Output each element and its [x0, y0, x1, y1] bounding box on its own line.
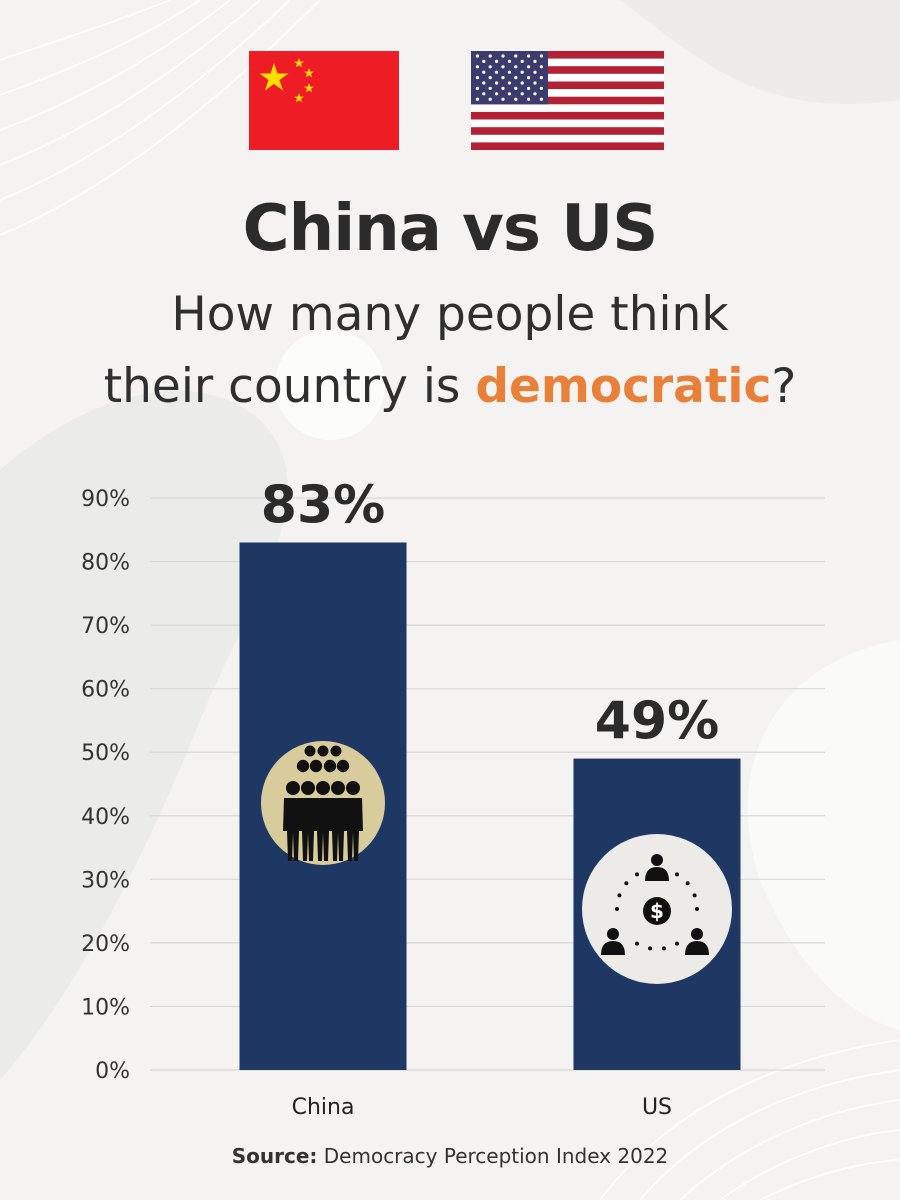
y-tick-label: 20%: [81, 932, 130, 957]
y-tick-label: 50%: [81, 741, 130, 766]
page-title: China vs US: [242, 192, 659, 266]
svg-text:$: $: [650, 899, 664, 923]
subtitle-line-2: their country is democratic?: [0, 357, 900, 417]
y-tick-label: 0%: [95, 1059, 130, 1084]
subtitle-suffix: ?: [771, 359, 797, 414]
y-tick-label: 40%: [81, 805, 130, 830]
subtitle-prefix: their country is: [103, 359, 476, 414]
china-flag-icon: [249, 51, 399, 150]
subtitle-line-1: How many people think: [171, 287, 729, 342]
value-label: 49%: [595, 692, 719, 752]
y-tick-label: 30%: [81, 868, 130, 893]
source-label: Source:: [231, 1144, 318, 1168]
y-tick-label: 70%: [81, 614, 130, 639]
crowd-icon: [261, 741, 385, 865]
subtitle-highlight: democratic: [475, 359, 772, 414]
y-tick-label: 80%: [81, 551, 130, 576]
y-tick-label: 90%: [81, 487, 130, 512]
money-network-icon: $: [582, 834, 732, 984]
source-note: Source: Democracy Perception Index 2022: [0, 1144, 900, 1168]
y-tick-label: 10%: [81, 995, 130, 1020]
x-tick-label: US: [642, 1095, 672, 1120]
value-label: 83%: [261, 475, 385, 535]
us-flag-icon: [471, 51, 664, 150]
x-tick-label: China: [292, 1095, 355, 1120]
y-tick-label: 60%: [81, 678, 130, 703]
source-text: Democracy Perception Index 2022: [317, 1144, 669, 1168]
